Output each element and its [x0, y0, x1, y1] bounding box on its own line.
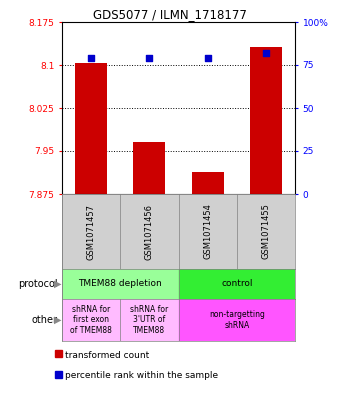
Text: shRNA for
3'UTR of
TMEM88: shRNA for 3'UTR of TMEM88 — [130, 305, 169, 335]
Bar — [250, 47, 282, 194]
Text: protocol: protocol — [18, 279, 58, 289]
Bar — [178, 269, 295, 299]
Text: other: other — [32, 315, 58, 325]
Bar — [178, 299, 295, 341]
Point — [88, 55, 94, 61]
Bar — [55, 350, 62, 357]
Text: ▶: ▶ — [53, 279, 61, 289]
Bar — [62, 269, 178, 299]
Point — [147, 55, 152, 61]
Text: control: control — [221, 279, 253, 288]
Text: percentile rank within the sample: percentile rank within the sample — [65, 371, 218, 380]
Point — [205, 55, 210, 61]
Text: GSM1071455: GSM1071455 — [261, 204, 270, 259]
Text: transformed count: transformed count — [65, 351, 149, 360]
Bar — [75, 63, 107, 194]
Text: GSM1071456: GSM1071456 — [145, 204, 154, 259]
Text: GSM1071457: GSM1071457 — [87, 204, 96, 259]
Text: GDS5077 / ILMN_1718177: GDS5077 / ILMN_1718177 — [93, 8, 247, 21]
Point — [263, 50, 269, 56]
Text: non-targetting
shRNA: non-targetting shRNA — [209, 310, 265, 330]
Text: TMEM88 depletion: TMEM88 depletion — [79, 279, 162, 288]
Bar — [192, 172, 224, 194]
Bar — [133, 142, 165, 194]
Text: shRNA for
first exon
of TMEM88: shRNA for first exon of TMEM88 — [70, 305, 112, 335]
Text: GSM1071454: GSM1071454 — [203, 204, 212, 259]
Bar — [120, 299, 178, 341]
Bar — [55, 371, 62, 378]
Text: ▶: ▶ — [53, 315, 61, 325]
Bar — [62, 299, 120, 341]
